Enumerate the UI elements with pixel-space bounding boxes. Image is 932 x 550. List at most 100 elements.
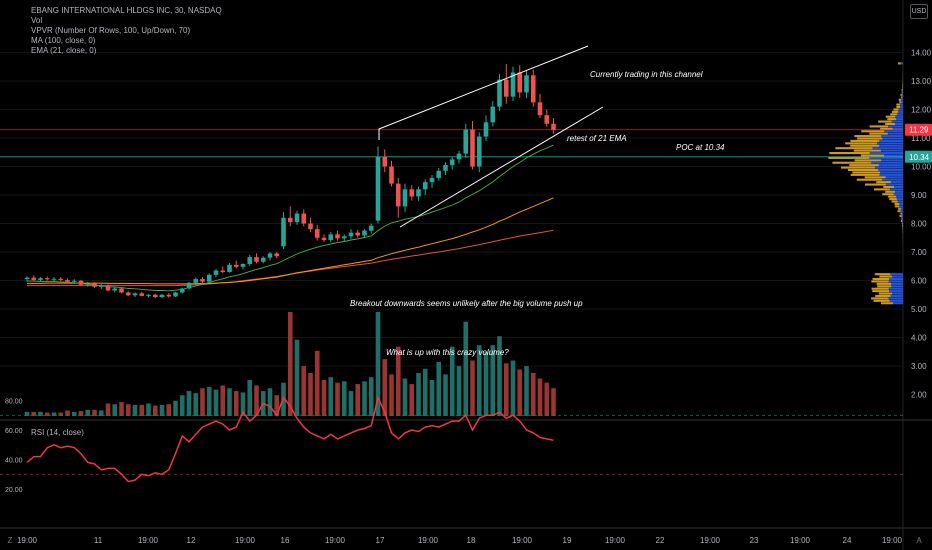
ema-indicator-label[interactable]: EMA (21, close, 0) <box>31 46 97 55</box>
candle-body <box>78 280 84 285</box>
vpvr-bar-down <box>898 207 901 210</box>
volume-bar <box>362 381 367 416</box>
currency-button[interactable]: USD <box>910 4 928 19</box>
time-tick-label: 12 <box>187 536 196 545</box>
volume-bar <box>146 403 151 416</box>
volume-bar <box>402 378 408 416</box>
vpvr-bar-up <box>898 108 903 111</box>
price-tick-label: 13.00 <box>911 77 932 86</box>
candle-body <box>260 257 266 262</box>
vpvr-bar-up <box>902 219 903 222</box>
vpvr-bar-up <box>902 222 903 225</box>
candle-body <box>551 123 556 130</box>
vpvr-bar-down <box>872 277 890 281</box>
vpvr-bar-up <box>892 127 903 130</box>
volume-bar <box>503 363 509 416</box>
time-tick-label: 19:00 <box>700 536 721 545</box>
annotation-channel: Currently trading in this channel <box>590 70 703 79</box>
candle-body <box>71 280 77 282</box>
price-tick-label: 9.00 <box>911 191 927 200</box>
vpvr-bar-up <box>902 217 903 220</box>
candle-body <box>301 213 307 224</box>
symbol-title[interactable]: EBANG INTERNATIONAL HLDGS INC, 30, NASDA… <box>31 6 222 15</box>
volume-bar <box>530 373 536 416</box>
vpvr-bar-down <box>891 110 899 113</box>
candle-body <box>132 293 138 296</box>
vpvr-bar-up <box>871 161 903 164</box>
volume-bar <box>537 378 543 416</box>
candle-body <box>362 230 367 236</box>
candle-body <box>65 279 70 282</box>
vpvr-bar-up <box>882 137 903 140</box>
vpvr-bar-up <box>891 120 903 123</box>
time-tick-label: 19:00 <box>325 536 346 545</box>
price-tick-label: 6.00 <box>911 277 927 286</box>
candle-body <box>510 72 516 97</box>
vpvr-bar-up <box>897 200 903 203</box>
vpvr-bar-down <box>901 96 903 99</box>
candle-body <box>119 288 124 293</box>
candle-body <box>233 264 239 267</box>
volume-bar <box>483 352 489 416</box>
price-tick-label: 3.00 <box>911 362 927 371</box>
candle-body <box>200 279 205 282</box>
volume-bar <box>510 360 516 416</box>
volume-bar <box>179 395 185 416</box>
candle-body <box>274 253 280 257</box>
volume-bar <box>294 339 300 416</box>
price-tag <box>905 150 932 163</box>
vpvr-bar-up <box>879 144 903 147</box>
candle-body <box>85 283 91 285</box>
price-tag-label: 11.29 <box>909 126 929 135</box>
vpvr-bar-up <box>901 98 903 101</box>
vpvr-bar-up <box>901 214 903 218</box>
price-tick-label: 10.00 <box>911 163 932 172</box>
vpvr-bar-up <box>900 210 903 213</box>
vpvr-bar-down <box>894 202 900 205</box>
time-tick-label: 19:00 <box>512 536 533 545</box>
vpvr-bar-down <box>894 205 900 208</box>
vpvr-bar-up <box>896 195 903 198</box>
candle-body <box>348 232 354 237</box>
candle-body <box>240 263 246 267</box>
rsi-tick-label: 20.00 <box>5 487 23 494</box>
time-tick-label: 19:00 <box>17 536 38 545</box>
time-tick-label: 19:00 <box>790 536 811 545</box>
volume-bar <box>51 412 57 416</box>
vpvr-bar-down <box>898 62 901 65</box>
candle-body <box>395 183 401 207</box>
volume-bar <box>152 405 158 416</box>
rsi-indicator-label[interactable]: RSI (14, close) <box>31 428 84 437</box>
vpvr-bar-down <box>852 171 881 174</box>
channel-lower-line <box>399 106 604 228</box>
candle-body <box>389 166 394 184</box>
vpvr-bar-up <box>889 299 903 302</box>
candle-body <box>483 122 489 137</box>
vpvr-bar-down <box>901 222 903 225</box>
vpvr-indicator-label[interactable]: VPVR (Number Of Rows, 100, Up/Down, 70) <box>31 26 191 35</box>
ma-indicator-label[interactable]: MA (100, close, 0) <box>31 36 96 45</box>
candle-body <box>287 217 293 223</box>
volume-bar <box>200 388 205 416</box>
candle-body <box>254 257 259 262</box>
vpvr-bar-down <box>850 173 880 176</box>
price-tick-label: 11.00 <box>911 134 931 143</box>
time-tick-label: 11 <box>94 536 103 545</box>
volume-bar <box>544 382 550 416</box>
volume-bar <box>193 393 199 416</box>
volume-bar <box>38 411 43 416</box>
vpvr-bar-down <box>900 93 902 96</box>
candle-body <box>517 72 523 93</box>
volume-bar <box>112 404 118 416</box>
vpvr-bar-down <box>864 176 886 179</box>
candle-body <box>402 189 408 207</box>
ema21-line <box>27 144 554 292</box>
vpvr-bar-down <box>887 118 896 121</box>
vpvr-bar-down <box>880 127 893 130</box>
vpvr-bar-up <box>900 105 903 109</box>
vol-indicator-label[interactable]: Vol <box>31 16 43 25</box>
volume-bar <box>497 336 502 416</box>
vpvr-bar-down <box>832 161 872 164</box>
vpvr-bar-down <box>901 219 903 222</box>
